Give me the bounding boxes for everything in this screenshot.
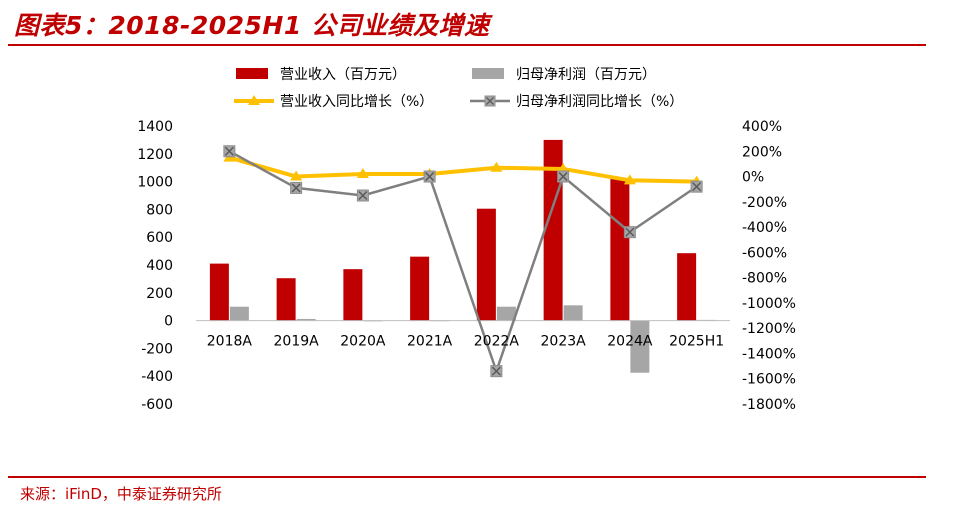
left-tick-label: -200 bbox=[141, 341, 173, 357]
category-labels: 2018A 2019A 2020A 2021A 2022A 2023A 2024A 2025H… bbox=[207, 334, 724, 350]
revenue-bar bbox=[410, 256, 430, 321]
revenue-bar bbox=[610, 178, 630, 321]
legend-label: 归母净利润同比增长（%） bbox=[516, 93, 683, 110]
right-tick-label: -1200% bbox=[742, 321, 796, 337]
legend-marker-cross bbox=[486, 97, 494, 105]
right-axis: -1800% -1600% -1400% -1200% -1000% -800% -600%… bbox=[742, 119, 796, 413]
category-label: 2022A bbox=[474, 334, 520, 350]
marker-cross bbox=[291, 183, 301, 193]
legend-revenue-growth: 营业收入同比增长（%） bbox=[234, 94, 433, 110]
left-tick-label: 1000 bbox=[137, 175, 173, 191]
revenue-growth-point bbox=[356, 168, 369, 179]
right-tick-label: 200% bbox=[742, 144, 782, 160]
profit-growth-point bbox=[557, 170, 570, 183]
source-rule bbox=[8, 476, 926, 478]
marker-cross bbox=[358, 190, 368, 201]
left-tick-label: 800 bbox=[146, 202, 173, 218]
legend-profit: 归母净利润（百万元） bbox=[472, 66, 656, 83]
profit-growth-point bbox=[290, 181, 303, 194]
revenue-growth-point bbox=[557, 162, 570, 173]
legend-revenue: 营业收入（百万元） bbox=[236, 67, 406, 83]
legend-label: 营业收入同比增长（%） bbox=[280, 94, 433, 110]
left-tick-label: 1400 bbox=[137, 119, 173, 135]
title-rule bbox=[8, 44, 926, 46]
revenue-growth-point bbox=[623, 174, 636, 185]
marker-cross bbox=[558, 172, 568, 182]
profit-bar bbox=[229, 306, 249, 321]
legend-label: 营业收入（百万元） bbox=[280, 67, 406, 83]
legend-marker bbox=[248, 95, 260, 105]
right-tick-label: -600% bbox=[742, 245, 787, 261]
right-tick-label: -800% bbox=[742, 271, 787, 287]
left-tick-label: 400 bbox=[146, 258, 173, 274]
profit-bar bbox=[496, 306, 516, 321]
right-tick-label: -200% bbox=[742, 195, 787, 211]
revenue-bar bbox=[543, 139, 563, 321]
left-tick-label: 1200 bbox=[137, 147, 173, 163]
category-label: 2025H1 bbox=[669, 334, 724, 350]
marker-cross bbox=[425, 172, 435, 182]
bar-series bbox=[209, 139, 717, 373]
right-tick-label: -1400% bbox=[742, 346, 796, 362]
source-note: 来源：iFinD，中泰证券研究所 bbox=[20, 485, 222, 503]
left-tick-label: 0 bbox=[164, 314, 173, 330]
profit-growth-point bbox=[223, 145, 236, 158]
legend-swatch bbox=[472, 68, 504, 79]
marker-cross bbox=[491, 366, 501, 376]
revenue-bar bbox=[343, 269, 363, 321]
profit-growth-point bbox=[356, 189, 369, 202]
legend-profit-growth: 归母净利润同比增长（%） bbox=[470, 93, 683, 110]
legend: 营业收入（百万元） 归母净利润（百万元） 营业收入同比增长（%） 归母净利润同比增长（… bbox=[234, 66, 683, 110]
profit-growth-point bbox=[423, 170, 436, 183]
category-label: 2021A bbox=[407, 334, 453, 350]
profit-growth-line bbox=[228, 150, 698, 373]
left-tick-label: 600 bbox=[146, 230, 173, 246]
right-tick-label: -400% bbox=[742, 220, 787, 236]
revenue-bar bbox=[276, 278, 296, 321]
profit-growth-point bbox=[623, 226, 636, 239]
revenue-growth-point bbox=[490, 161, 503, 172]
combo-chart: 营业收入（百万元） 归母净利润（百万元） 营业收入同比增长（%） 归母净利润同比增长（… bbox=[137, 66, 796, 413]
line-series bbox=[223, 145, 703, 378]
profit-growth-point bbox=[490, 365, 503, 378]
legend-label: 归母净利润（百万元） bbox=[516, 66, 656, 83]
profit-bar bbox=[630, 320, 650, 373]
marker-cross bbox=[625, 227, 635, 237]
right-tick-label: -1800% bbox=[742, 397, 796, 413]
left-tick-label: 200 bbox=[146, 286, 173, 302]
marker-cross bbox=[224, 146, 234, 156]
revenue-growth-line bbox=[228, 155, 697, 184]
right-tick-label: 400% bbox=[742, 119, 782, 135]
category-label: 2023A bbox=[541, 334, 587, 350]
right-tick-label: -1000% bbox=[742, 296, 796, 312]
category-label: 2019A bbox=[274, 334, 320, 350]
category-label: 2018A bbox=[207, 334, 253, 350]
right-tick-label: -1600% bbox=[742, 372, 796, 388]
left-axis: -600 -400 -200 0 200 400 600 800 1000 1200 1400 bbox=[137, 119, 173, 413]
left-tick-label: -400 bbox=[141, 369, 173, 385]
profit-growth-point bbox=[690, 180, 703, 193]
category-label: 2024A bbox=[607, 334, 653, 350]
marker-cross bbox=[692, 182, 702, 192]
right-tick-label: 0% bbox=[742, 170, 764, 186]
left-tick-label: -600 bbox=[141, 397, 173, 413]
figure-title: 图表5：2018-2025H1 公司业绩及增速 bbox=[14, 11, 490, 40]
category-label: 2020A bbox=[340, 334, 386, 350]
profit-bar bbox=[563, 305, 583, 321]
revenue-bar bbox=[476, 208, 496, 321]
revenue-growth-point bbox=[290, 170, 303, 181]
revenue-bar bbox=[677, 253, 697, 321]
profit-bar bbox=[296, 318, 316, 321]
legend-swatch bbox=[236, 68, 268, 79]
revenue-bar bbox=[209, 263, 229, 321]
